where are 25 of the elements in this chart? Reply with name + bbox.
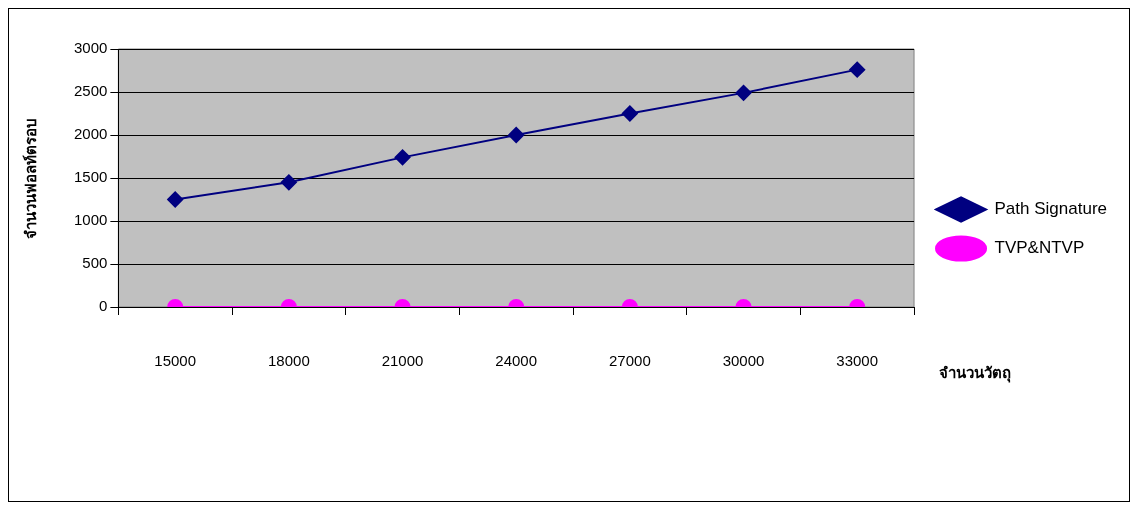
- x-tick-label: 24000: [495, 352, 538, 370]
- x-tick-label: 33000: [836, 352, 879, 370]
- point: [621, 105, 638, 122]
- x-tick-label: 18000: [268, 352, 310, 370]
- x-tick-label: 30000: [722, 352, 765, 370]
- legend-label: TVP&NTVP: [994, 238, 1085, 258]
- point: [394, 149, 411, 166]
- point: [167, 191, 184, 208]
- y-tick-label: 1000: [73, 211, 108, 229]
- y-tick-label: 2500: [73, 82, 108, 100]
- x-tick-label: 27000: [609, 352, 651, 370]
- y-tick-label: 0: [99, 297, 108, 315]
- point: [735, 84, 752, 101]
- y-tick-label: 3000: [73, 39, 108, 57]
- x-axis-title: จำนวนวัตถุ: [939, 363, 1011, 385]
- legend-label: Path Signature: [994, 199, 1107, 219]
- y-tick-label: 1500: [73, 168, 108, 186]
- x-tick-label: 21000: [381, 352, 424, 370]
- y-tick-label: 500: [82, 254, 108, 272]
- point: [849, 61, 866, 78]
- point: [508, 127, 525, 143]
- x-tick-label: 15000: [154, 352, 197, 370]
- y-tick-label: 2000: [73, 125, 108, 143]
- point: [280, 174, 297, 191]
- y-axis-title: จำนวนฟอลท์ตรอบ: [21, 117, 40, 239]
